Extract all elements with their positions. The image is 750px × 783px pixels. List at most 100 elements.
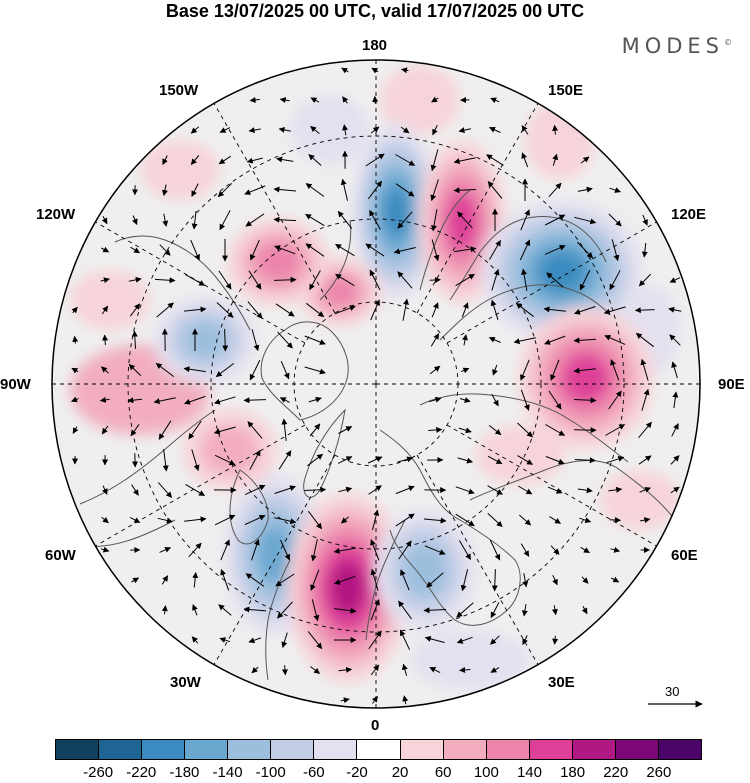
wind-vector (340, 178, 348, 201)
wind-vector (335, 273, 355, 287)
wind-vector (333, 547, 356, 554)
wind-vector (342, 96, 349, 104)
wind-vector (220, 569, 230, 591)
wind-vector (487, 485, 503, 495)
wind-vector (162, 213, 169, 227)
wind-vector (395, 154, 416, 166)
wind-vector (310, 666, 321, 674)
wind-vector (577, 241, 594, 259)
wind-vector (579, 517, 592, 524)
wind-vector (397, 271, 413, 289)
wind-vector (247, 301, 263, 319)
wind-vector (611, 239, 620, 262)
wind-vector (552, 574, 558, 586)
wind-vector (424, 545, 446, 555)
wind-vector (429, 666, 441, 674)
colorbar-tick-label: 140 (516, 764, 542, 781)
wind-vector (550, 545, 560, 555)
wind-vector (603, 306, 626, 315)
wind-vector (334, 607, 357, 614)
wind-vector (190, 155, 200, 165)
wind-vector (219, 210, 231, 231)
wind-vector (489, 539, 501, 561)
wind-vector (372, 509, 380, 531)
wind-vector (605, 424, 626, 436)
wind-vector (155, 362, 175, 378)
wind-vector (370, 568, 379, 591)
wind-vector (310, 97, 320, 104)
wind-vector (131, 484, 139, 496)
wind-vector (220, 539, 230, 561)
wind-vector (244, 185, 266, 195)
wind-vector (580, 546, 590, 554)
wind-vector (490, 97, 500, 104)
colorbar-swatch (486, 740, 530, 759)
wind-vector (248, 637, 262, 644)
wind-vector (130, 246, 141, 254)
wind-vector (670, 486, 680, 494)
anomaly-patch (383, 186, 409, 238)
wind-vector (161, 605, 168, 615)
colorbar-swatch (99, 740, 143, 759)
wind-vector (337, 456, 353, 464)
wind-vector (489, 239, 501, 260)
polar-map (51, 59, 701, 709)
colorbar-tick-label: -220 (126, 764, 157, 781)
wind-vector (638, 273, 652, 287)
wind-vector (215, 362, 235, 378)
wind-vector (249, 96, 260, 103)
meridian-line (416, 454, 542, 671)
wind-vector (281, 418, 288, 441)
wind-vector (491, 393, 499, 407)
wind-vector (397, 211, 413, 229)
wind-vector (513, 337, 536, 345)
wind-vector (251, 539, 260, 561)
wind-vector (548, 182, 562, 198)
wind-vector (573, 337, 597, 344)
anomaly-patch (70, 270, 150, 330)
wind-vector (216, 302, 234, 318)
brand-mark: © (724, 38, 732, 47)
wind-vector (547, 486, 563, 494)
wind-vector (131, 577, 140, 584)
wind-vector (520, 209, 530, 231)
wind-vector (275, 303, 295, 317)
meridian-line (446, 424, 663, 550)
wind-vector (455, 273, 475, 287)
wind-vector (397, 456, 414, 463)
wind-vector (191, 449, 200, 472)
colorbar-swatch (658, 740, 701, 759)
anomaly-patch (562, 353, 610, 403)
wind-vector (100, 366, 109, 374)
wind-vector (310, 569, 320, 591)
colorbar-tick-label: 220 (603, 764, 629, 781)
wind-vector (428, 396, 442, 403)
wind-vector (100, 277, 110, 284)
wind-vector (487, 513, 503, 528)
wind-vector (550, 359, 560, 381)
wind-vector (161, 575, 169, 585)
wind-vector (639, 487, 651, 493)
colorbar-ticks: -260 -220 -180 -140 -100 -60 -20 20 60 100 140 180 2… (55, 765, 702, 783)
wind-vector (308, 154, 322, 166)
wind-vector (154, 277, 176, 284)
wind-vector (305, 213, 325, 227)
wind-vector (368, 630, 382, 650)
wind-vector (395, 183, 415, 197)
wind-vector (458, 127, 471, 134)
anomaly-patch (257, 526, 293, 584)
wind-vector (273, 216, 297, 223)
colorbar-tick-label: 60 (434, 764, 452, 781)
wind-vector (243, 397, 267, 404)
wind-vector (609, 270, 621, 291)
wind-vector (490, 667, 500, 673)
wind-vector (456, 636, 473, 644)
wind-vector (581, 606, 588, 615)
wind-vector (371, 696, 378, 704)
wind-vector (520, 359, 530, 381)
colorbar-swatch (529, 740, 573, 759)
wind-vector (577, 186, 593, 193)
wind-vector (461, 367, 470, 374)
colorbar-tick-label: -180 (169, 764, 200, 781)
wind-vector (185, 274, 206, 286)
